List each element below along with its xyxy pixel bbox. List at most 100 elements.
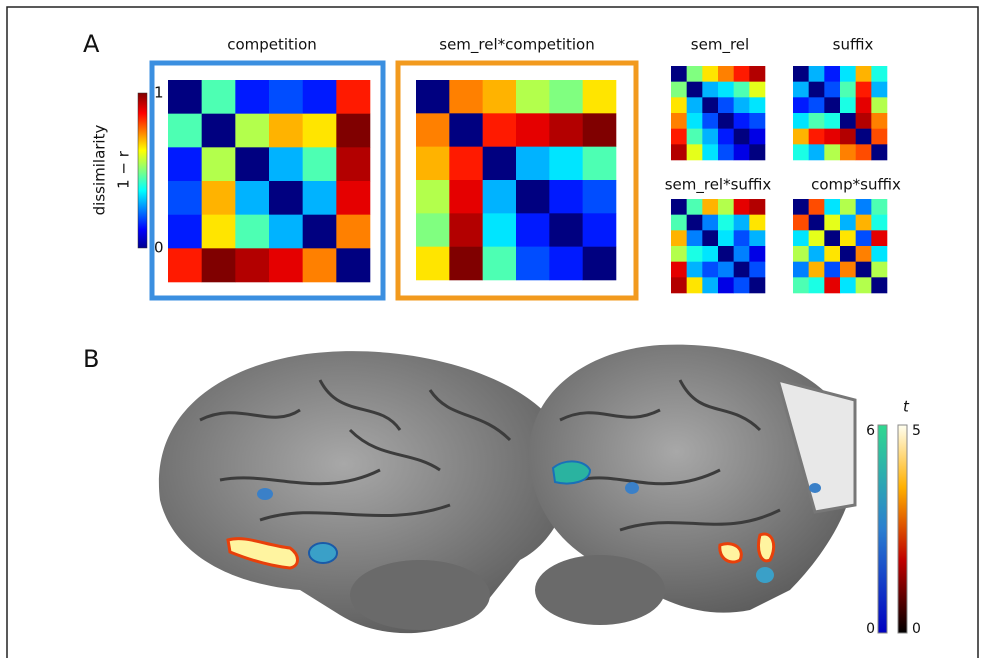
matrix-cell <box>718 66 734 82</box>
matrix-cell <box>871 199 888 215</box>
matrix-cell <box>855 144 872 161</box>
matrix-cell <box>671 230 687 247</box>
matrix-cell <box>840 277 856 294</box>
matrix-cell <box>793 261 809 278</box>
matrix-cell <box>671 214 687 231</box>
colorbar <box>897 424 908 634</box>
matrix-cell <box>336 113 371 148</box>
matrix-cell <box>855 66 872 82</box>
matrix-cell <box>686 113 703 129</box>
matrix-cell <box>749 199 766 215</box>
matrix-cell <box>824 81 841 98</box>
matrix-cell <box>733 113 750 129</box>
matrix-cell <box>824 66 841 82</box>
matrix-cell <box>749 66 766 82</box>
matrix-cell <box>269 80 303 114</box>
matrix-cell <box>582 113 617 147</box>
matrix-cell <box>793 113 809 129</box>
matrix-cell <box>168 147 202 182</box>
matrix-cell <box>855 230 872 247</box>
matrix-cell <box>686 81 703 98</box>
matrix-cell <box>793 66 809 82</box>
matrix-title: sem_rel <box>691 36 749 55</box>
matrix-cell <box>671 113 687 129</box>
matrix-cell <box>702 113 719 129</box>
matrix-cell <box>871 66 888 82</box>
matrix-cell <box>840 261 856 278</box>
matrix-cell <box>168 214 202 249</box>
matrix-cell <box>449 113 483 147</box>
matrix-cell <box>168 80 202 114</box>
matrix-cell <box>808 81 825 98</box>
matrix-cell <box>749 214 766 231</box>
matrix-cell <box>582 246 617 281</box>
matrix-cell <box>582 80 617 114</box>
matrix-cell <box>671 128 687 145</box>
matrix-cell <box>235 147 270 182</box>
matrix-cell <box>749 261 766 278</box>
matrix-cell <box>855 81 872 98</box>
matrix-cell <box>686 230 703 247</box>
matrix-cell <box>733 214 750 231</box>
matrix-cell <box>749 230 766 247</box>
matrix-cell <box>808 66 825 82</box>
matrix-cell <box>686 128 703 145</box>
matrix-cell <box>855 199 872 215</box>
matrix-cell <box>201 248 236 283</box>
matrix-cell <box>686 261 703 278</box>
matrix-cell <box>808 230 825 247</box>
matrix-cell <box>733 144 750 161</box>
matrix-cell <box>793 214 809 231</box>
matrix-cell <box>855 128 872 145</box>
matrix-cell <box>733 66 750 82</box>
matrix-cell <box>871 81 888 98</box>
matrix-cell <box>168 248 202 283</box>
colorbar-tick-label: 0 <box>154 239 164 257</box>
matrix-cell <box>686 144 703 161</box>
colorbar-tick-label: 1 <box>154 84 164 102</box>
matrix-cell <box>549 246 583 281</box>
matrix-cell <box>871 277 888 294</box>
matrix-cell <box>482 213 517 247</box>
colorbar-tick-label: 0 <box>866 621 875 637</box>
matrix-cell <box>702 277 719 294</box>
matrix-cell <box>336 248 371 283</box>
highlight-frame <box>395 60 639 301</box>
matrix-cell <box>793 277 809 294</box>
matrix-cell <box>808 261 825 278</box>
matrix-cell <box>808 277 825 294</box>
matrix-cell <box>702 97 719 114</box>
left-brain <box>158 351 571 634</box>
matrix-cell <box>840 113 856 129</box>
matrix-cell <box>855 97 872 114</box>
matrix-cell <box>824 97 841 114</box>
matrix-cell <box>749 81 766 98</box>
matrix-title: comp*suffix <box>811 176 901 194</box>
matrix-cell <box>808 144 825 161</box>
matrix-cell <box>702 261 719 278</box>
matrix-cell <box>582 146 617 181</box>
matrix-cell <box>235 181 270 215</box>
matrix-cell <box>516 146 550 181</box>
matrix-cell <box>840 246 856 262</box>
matrix-cell <box>718 128 734 145</box>
matrix-cell <box>449 213 483 247</box>
matrix-cell <box>235 248 270 283</box>
matrix-cell <box>840 81 856 98</box>
matrix-cell <box>855 261 872 278</box>
matrix-cell <box>824 214 841 231</box>
matrix-cell <box>549 213 583 247</box>
matrix-cell <box>840 199 856 215</box>
matrix-cell <box>808 214 825 231</box>
matrix-cell <box>416 80 450 114</box>
matrix-cell <box>702 128 719 145</box>
matrix-cell <box>718 230 734 247</box>
matrix-cell <box>449 146 483 181</box>
matrix-cell <box>749 144 766 161</box>
matrix-title: sem_rel*suffix <box>665 176 772 195</box>
matrix-title: sem_rel*competition <box>439 36 594 55</box>
matrix-cell <box>840 214 856 231</box>
matrix-cell <box>733 261 750 278</box>
matrix-cell <box>793 246 809 262</box>
matrix-cell <box>840 128 856 145</box>
